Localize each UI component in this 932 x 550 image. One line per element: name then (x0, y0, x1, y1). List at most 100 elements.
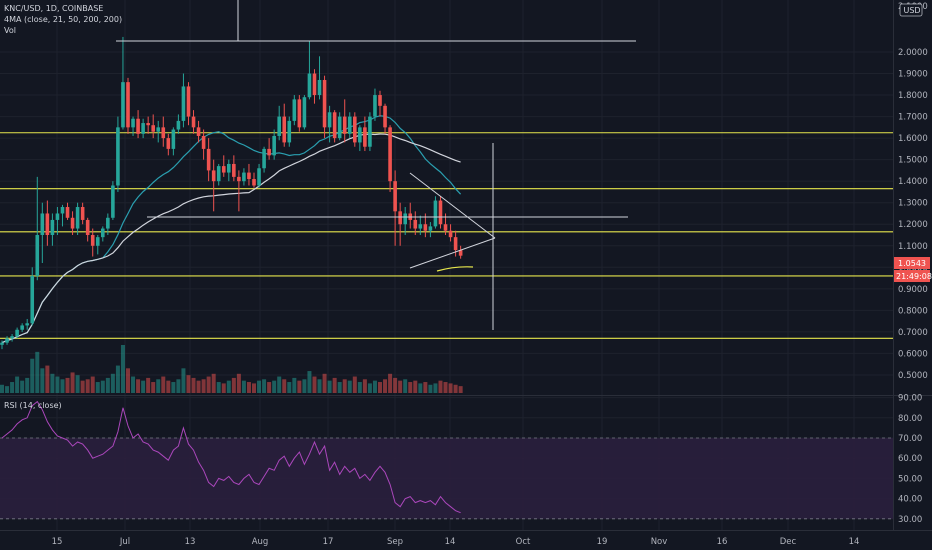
volume-bar (161, 376, 166, 393)
candle-body (80, 207, 85, 220)
volume-bar (50, 373, 55, 393)
volume-bar (287, 382, 292, 393)
candle-body (418, 224, 423, 229)
volume-bar (408, 382, 413, 393)
volume-bars (0, 345, 463, 393)
volume-bar (448, 383, 453, 393)
candle-body (433, 200, 438, 227)
volume-bar (181, 368, 186, 393)
volume-bar (282, 379, 287, 393)
rsi-band-fill (0, 438, 893, 519)
volume-bar (166, 380, 171, 393)
candle-body (156, 127, 161, 132)
time-axis[interactable]: 15 Jul 13 Aug 17 Sep 14 Oct 19 Nov 16 Dec 14 (52, 537, 860, 547)
volume-bar (65, 377, 70, 393)
volume-bar (367, 383, 372, 393)
volume-bar (272, 380, 277, 393)
volume-bar (221, 383, 226, 393)
rsi-path (1, 400, 461, 514)
volume-bar (352, 376, 357, 393)
candle-body (282, 116, 287, 143)
volume-bar (85, 379, 90, 393)
ma-indicator-label[interactable]: 4MA (close, 21, 50, 200, 200) (4, 15, 123, 24)
volume-bar (201, 379, 206, 393)
candle-body (423, 224, 428, 231)
price-tick-label: 0.6000 (898, 349, 928, 359)
candle-body (347, 116, 352, 134)
price-tick-label: 1.2000 (898, 220, 928, 230)
price-tick-label: 0.9000 (898, 285, 928, 295)
volume-bar (40, 368, 45, 393)
rsi-tick-label: 80.00 (898, 414, 922, 424)
volume-bar (90, 376, 95, 393)
drawings[interactable] (116, 0, 636, 330)
candle-body (383, 105, 387, 128)
candle-body (85, 219, 90, 236)
volume-bar (30, 358, 35, 393)
candle-body (332, 112, 337, 139)
ma-50-line (1, 133, 461, 344)
candle-body (5, 338, 9, 343)
volume-bar (388, 373, 393, 393)
volume-bar (191, 377, 196, 393)
volume-bar (297, 380, 302, 393)
volume-bar (277, 376, 282, 393)
volume-bar (146, 377, 151, 393)
volume-bar (342, 379, 347, 393)
price-tick-label: 1.4000 (898, 177, 928, 187)
candle-body (201, 135, 206, 149)
candle-body (151, 125, 155, 132)
candle-body (448, 230, 453, 238)
volume-bar (347, 380, 352, 393)
volume-bar (393, 377, 398, 393)
candle-body (428, 226, 433, 231)
candle-body (146, 123, 150, 126)
volume-bar (236, 373, 241, 393)
volume-bar (126, 368, 130, 393)
candle-body (297, 99, 302, 128)
volume-bar (70, 372, 75, 393)
candle-body (312, 73, 317, 96)
volume-bar (383, 379, 388, 393)
candle-body (373, 95, 377, 117)
price-tick-label: 0.8000 (898, 306, 928, 316)
candle-body (302, 97, 307, 128)
candle-body (70, 217, 75, 229)
candle-body (206, 148, 211, 171)
volume-bar (75, 375, 80, 393)
time-tick-label: 19 (597, 537, 608, 547)
volume-bar (292, 377, 297, 393)
candle-body (438, 200, 443, 225)
time-tick-label: Aug (252, 537, 269, 547)
rsi-axis[interactable]: 90.00 80.00 70.00 60.00 50.00 40.00 30.00 (898, 394, 922, 525)
price-tick-label: 1.3000 (898, 199, 928, 209)
candle-body (272, 135, 276, 156)
axis-tags: USD 1.0543 21:49:08 (894, 3, 932, 282)
volume-bar (15, 376, 20, 393)
candle-body (413, 219, 418, 229)
volume-bar (372, 380, 377, 393)
time-tick-label: Sep (387, 537, 403, 547)
volume-bar (171, 382, 176, 393)
candle-body (30, 275, 35, 324)
rsi-tick-label: 50.00 (898, 474, 922, 484)
candle-body (121, 82, 125, 128)
candles (0, 36, 463, 350)
candle-body (131, 118, 135, 128)
volume-bar (176, 379, 181, 393)
currency-tag: USD (904, 6, 921, 15)
candle-body (186, 86, 191, 117)
candle-body (317, 79, 322, 96)
time-tick-label: 16 (717, 537, 728, 547)
candle-body (247, 172, 251, 180)
candle-body (221, 166, 226, 173)
volume-indicator-label[interactable]: Vol (4, 26, 16, 35)
rsi-indicator-label[interactable]: RSI (14, close) (4, 401, 62, 410)
symbol-title[interactable]: KNC/USD, 1D, COINBASE (4, 4, 104, 13)
candle-body (322, 79, 327, 128)
candle-body (60, 207, 65, 214)
candle-body (353, 116, 357, 143)
horizontal-levels[interactable] (0, 132, 893, 339)
volume-bar (312, 376, 317, 393)
